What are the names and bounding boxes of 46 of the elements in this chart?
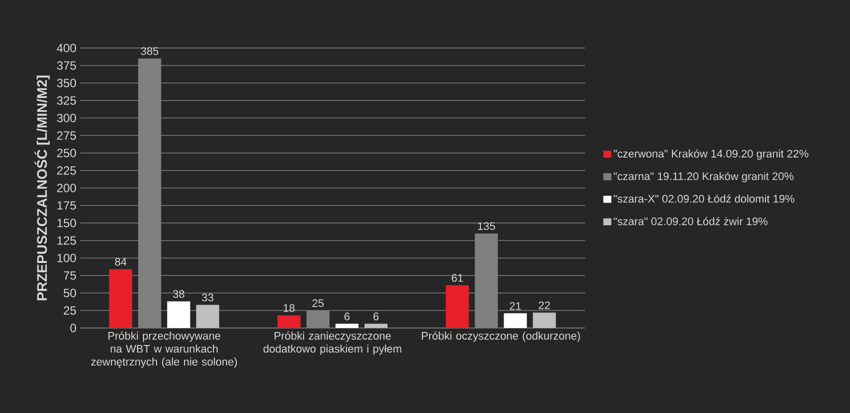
y-tick-label: 225 xyxy=(57,166,76,175)
bar xyxy=(532,312,556,328)
data-label: 84 xyxy=(115,258,126,266)
bar xyxy=(167,301,190,328)
y-tick-label: 400 xyxy=(56,44,76,52)
y-tick-label: 250 xyxy=(57,148,76,158)
legend-label: "szara-X" 02.09.20 Łódź dolomit 19% xyxy=(614,194,794,203)
y-tick-label: 150 xyxy=(57,218,76,228)
bar xyxy=(446,285,469,328)
y-tick-label: 125 xyxy=(57,236,76,245)
legend-label: "szara" 02.09.20 Łódź żwir 19% xyxy=(614,217,768,226)
y-axis-title: PRZEPUSZCZALNOŚĆ [L/MIN/M2] xyxy=(34,76,50,300)
y-tick-label: 325 xyxy=(56,96,76,105)
y-tick-label: 25 xyxy=(64,306,76,315)
data-label: 135 xyxy=(478,222,496,230)
data-label: 38 xyxy=(172,290,184,298)
data-label: 25 xyxy=(312,299,324,307)
x-tick-label: Próbki przechowywane na WBT w warunkach zewnętrznych (ale nie solone) xyxy=(91,332,237,368)
y-tick-label: 375 xyxy=(56,61,76,70)
data-label: 6 xyxy=(374,312,379,320)
y-tick-label: 350 xyxy=(56,78,76,88)
y-tick-label: 275 xyxy=(57,131,76,140)
x-tick-label: Próbki zanieczyszczone dodatkowo piaskiem i pyłem xyxy=(264,332,402,355)
bar xyxy=(364,324,388,328)
bar xyxy=(278,315,301,328)
y-tick-label: 200 xyxy=(57,184,76,192)
data-label: 61 xyxy=(452,274,463,282)
data-label: 18 xyxy=(284,304,295,312)
y-tick-label: 175 xyxy=(57,201,76,210)
legend-label: "czarna" 19.11.20 Kraków granit 20% xyxy=(614,172,794,182)
y-tick-label: 100 xyxy=(57,254,76,262)
y-tick-label: 50 xyxy=(64,288,76,298)
data-label: 385 xyxy=(140,47,158,55)
data-label: 6 xyxy=(344,312,350,320)
x-tick-label: Próbki oczyszczone (odkurzone) xyxy=(422,332,580,342)
legend-label: "czerwona" Kraków 14.09.20 granit 22% xyxy=(614,149,808,160)
data-label: 21 xyxy=(510,302,521,310)
bar xyxy=(196,304,220,328)
y-tick-label: 300 xyxy=(56,114,76,122)
bar xyxy=(109,269,132,328)
bar xyxy=(504,313,527,328)
data-label: 22 xyxy=(538,301,550,310)
bar xyxy=(336,324,359,328)
data-label: 33 xyxy=(202,294,214,302)
y-tick-label: 75 xyxy=(64,271,76,280)
y-tick-label: 0 xyxy=(70,324,76,332)
